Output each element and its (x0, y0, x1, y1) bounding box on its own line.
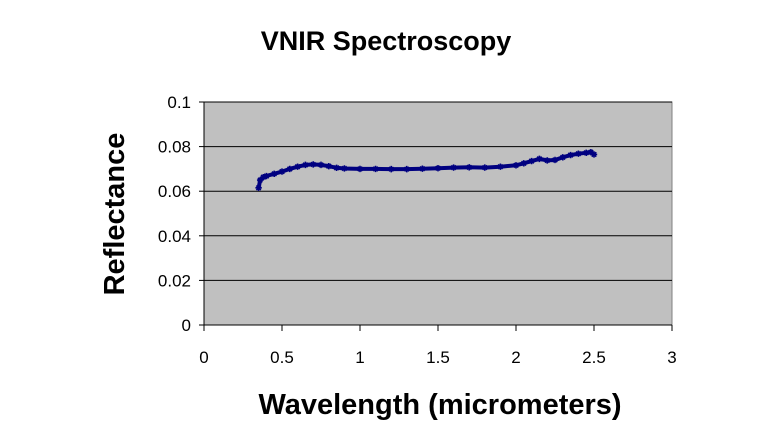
axes (199, 101, 673, 331)
data-point (388, 165, 395, 173)
y-tick-label: 0.04 (158, 227, 191, 246)
tick-labels: 0 0.02 0.04 0.06 0.08 0.1 0 0.5 1 1.5 2 2.5 3 (158, 93, 677, 367)
x-tick-label: 3 (667, 348, 676, 367)
data-point (317, 161, 325, 169)
data-point (419, 165, 426, 172)
data-point (286, 165, 293, 173)
data-point (528, 157, 535, 165)
y-tick-label: 0.06 (158, 182, 191, 201)
data-point (341, 165, 348, 172)
data-point (325, 163, 332, 170)
data-series (255, 148, 598, 192)
y-tick-label: 0.02 (158, 271, 191, 290)
x-axis-label: Wavelength (micrometers) (258, 389, 621, 421)
y-tick-label: 0.08 (158, 138, 191, 157)
data-point (260, 173, 267, 181)
data-point (372, 165, 379, 173)
data-point (333, 164, 340, 171)
data-point (271, 170, 278, 178)
data-point (587, 148, 595, 156)
data-point (567, 151, 574, 159)
x-tick-label: 0 (199, 348, 208, 367)
data-point (294, 163, 301, 170)
data-point (434, 165, 442, 172)
x-tick-label: 1 (355, 348, 364, 367)
data-point (450, 164, 457, 171)
data-point (278, 168, 286, 175)
data-point (544, 157, 551, 164)
y-tick-label: 0.1 (167, 93, 191, 112)
x-tick-label: 1.5 (426, 348, 450, 367)
x-tick-label: 0.5 (270, 348, 294, 367)
data-point (481, 164, 488, 171)
plot-area (203, 101, 673, 326)
data-point (551, 156, 559, 164)
data-point (512, 162, 520, 169)
data-point (466, 164, 473, 171)
data-point (559, 154, 566, 161)
data-point (256, 176, 264, 184)
data-point (403, 165, 410, 173)
chart-title: VNIR Spectroscopy (261, 26, 512, 56)
data-point (356, 165, 364, 173)
data-point (590, 151, 598, 158)
y-axis-label: Reflectance (99, 133, 131, 296)
data-point (575, 150, 582, 157)
x-tick-label: 2 (511, 348, 520, 367)
gridlines (204, 101, 672, 281)
data-point (520, 160, 527, 167)
data-point (497, 163, 504, 170)
x-tick-label: 2.5 (582, 348, 606, 367)
data-point (255, 184, 262, 192)
y-tick-label: 0 (182, 316, 191, 335)
data-point (536, 155, 543, 163)
series (255, 148, 598, 192)
data-point (263, 172, 270, 180)
data-point (583, 149, 590, 157)
data-point (310, 161, 317, 168)
data-point (302, 161, 309, 169)
